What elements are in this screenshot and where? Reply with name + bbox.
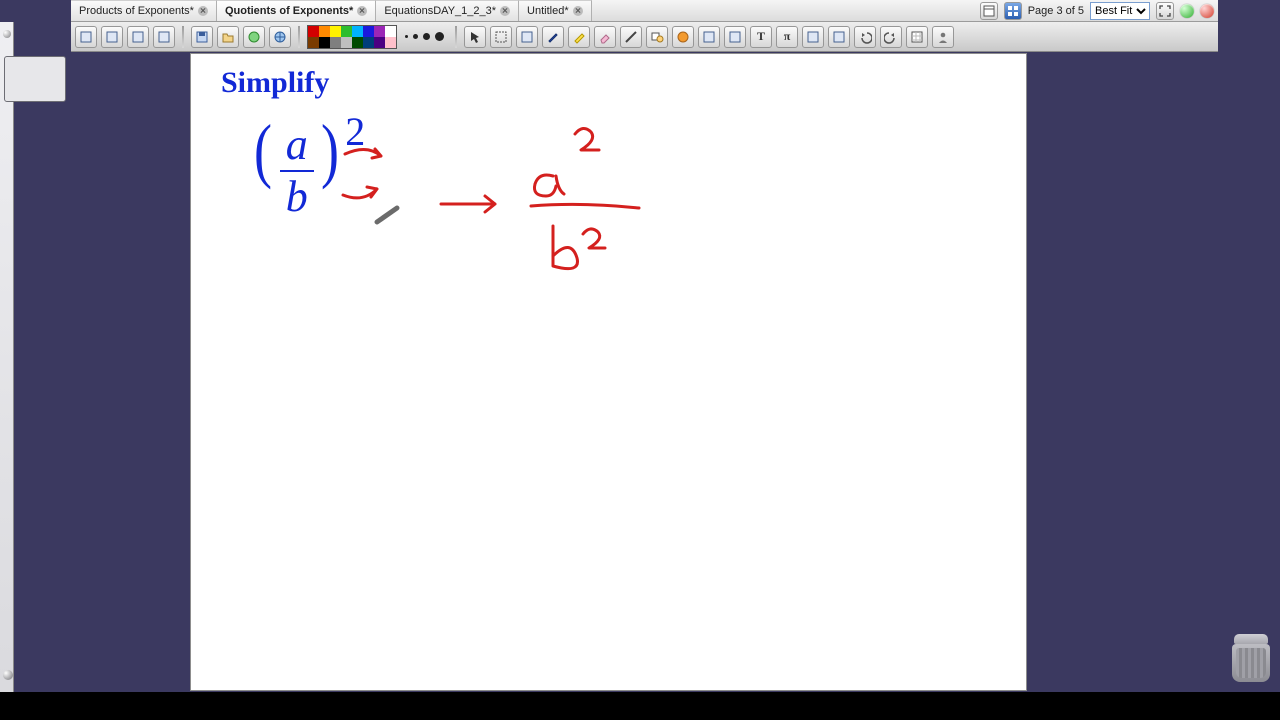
whiteboard-page[interactable]: Simplify ( a b ) 2	[191, 54, 1026, 690]
zoom-select[interactable]: Best Fit50%75%100%150%200%	[1090, 2, 1150, 20]
right-dock	[1218, 0, 1280, 720]
math-pi-button[interactable]: π	[776, 26, 798, 48]
highlighter-button[interactable]	[568, 26, 590, 48]
line-button[interactable]	[620, 26, 642, 48]
fullscreen-icon[interactable]	[1156, 2, 1174, 20]
tab-2[interactable]: EquationsDAY_1_2_3*	[376, 0, 519, 21]
text-button[interactable]: T	[750, 26, 772, 48]
tab-0[interactable]: Products of Exponents*	[71, 0, 217, 21]
orb2-icon[interactable]	[3, 670, 13, 680]
pen-button[interactable]	[542, 26, 564, 48]
fill-button[interactable]	[672, 26, 694, 48]
dual-page-button[interactable]	[101, 26, 123, 48]
pointer-button[interactable]	[464, 26, 486, 48]
search-button[interactable]	[153, 26, 175, 48]
page-indicator: Page 3 of 5	[1028, 5, 1084, 17]
save-button[interactable]	[191, 26, 213, 48]
left-dock	[0, 0, 71, 720]
open-button[interactable]	[217, 26, 239, 48]
thumbnail-preview[interactable]	[4, 56, 66, 102]
record-button[interactable]	[243, 26, 265, 48]
connector-button[interactable]	[698, 26, 720, 48]
person-button[interactable]	[932, 26, 954, 48]
eraser-button[interactable]	[594, 26, 616, 48]
undo-button[interactable]	[854, 26, 876, 48]
left-panel-strip	[0, 22, 14, 692]
protractor-button[interactable]	[724, 26, 746, 48]
stage: Simplify ( a b ) 2	[71, 52, 1218, 692]
tab-close-icon[interactable]	[500, 6, 510, 16]
tab-label: Untitled*	[527, 5, 569, 17]
toolbar: Tπ	[71, 22, 1218, 52]
tab-close-icon[interactable]	[198, 6, 208, 16]
tab-label: EquationsDAY_1_2_3*	[384, 5, 496, 17]
sort-pages-button[interactable]	[75, 26, 97, 48]
tab-label: Quotients of Exponents*	[225, 5, 353, 17]
shape-button[interactable]	[646, 26, 668, 48]
tab-1[interactable]: Quotients of Exponents*	[217, 0, 376, 21]
tab-close-icon[interactable]	[573, 6, 583, 16]
trash-icon[interactable]	[1228, 634, 1274, 686]
select-button[interactable]	[490, 26, 512, 48]
tab-label: Products of Exponents*	[79, 5, 194, 17]
line-thickness-picker[interactable]	[405, 32, 444, 41]
orb-icon[interactable]	[3, 30, 11, 38]
close-button[interactable]	[1200, 4, 1214, 18]
gallery-button[interactable]	[127, 26, 149, 48]
maximize-button[interactable]	[1180, 4, 1194, 18]
measure-button[interactable]	[802, 26, 824, 48]
grid-button[interactable]	[906, 26, 928, 48]
capture-button[interactable]	[828, 26, 850, 48]
pencil-cursor-mark	[191, 54, 1026, 690]
gallery-icon[interactable]	[1004, 2, 1022, 20]
redo-button[interactable]	[880, 26, 902, 48]
tab-3[interactable]: Untitled*	[519, 0, 592, 21]
color-palette[interactable]	[307, 25, 397, 49]
browser-button[interactable]	[269, 26, 291, 48]
magic-pen-button[interactable]	[516, 26, 538, 48]
tab-strip: Products of Exponents* Quotients of Expon…	[71, 0, 1218, 22]
page-sorter-icon[interactable]	[980, 2, 998, 20]
tab-close-icon[interactable]	[357, 6, 367, 16]
